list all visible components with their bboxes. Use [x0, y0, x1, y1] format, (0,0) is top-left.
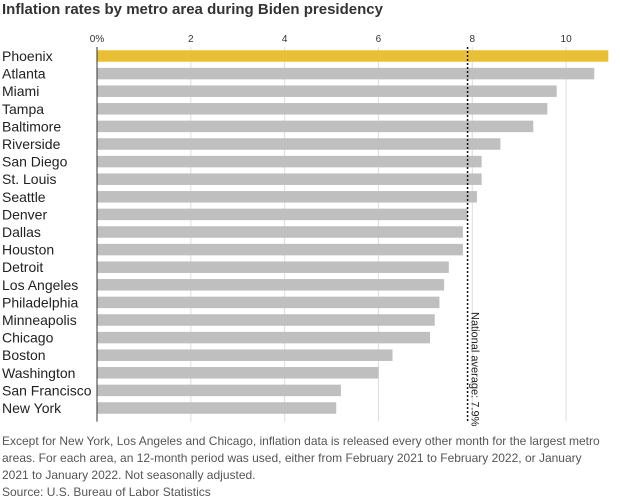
bar-detroit [97, 261, 449, 273]
bar-washington [97, 367, 379, 379]
bar-new-york [97, 402, 337, 414]
x-tick-label: 10 [561, 34, 573, 45]
category-label: Chicago [2, 330, 54, 346]
x-tick-label: 8 [469, 34, 475, 45]
category-label: Seattle [2, 189, 46, 205]
bar-dallas [97, 226, 463, 238]
chart-source: Source: U.S. Bureau of Labor Statistics [2, 485, 211, 499]
bar-san-diego [97, 155, 482, 168]
national-average-label: National average: 7.9% [469, 312, 481, 427]
bar-st-louis [97, 173, 482, 185]
bar-chicago [97, 331, 431, 344]
chart-title: Inflation rates by metro area during Bid… [2, 1, 383, 18]
category-label: Washington [2, 365, 75, 381]
x-tick-label: 4 [282, 34, 288, 45]
bar-phoenix [97, 50, 609, 62]
category-label: Houston [2, 242, 54, 258]
bar-tampa [97, 103, 548, 115]
bar-miami [97, 85, 557, 97]
bar-los-angeles [97, 279, 445, 291]
bar-denver [97, 208, 468, 221]
bar-minneapolis [97, 314, 435, 326]
x-tick-label: 0% [90, 34, 105, 45]
category-label: Detroit [2, 259, 43, 275]
category-label: Boston [2, 347, 46, 363]
bar-boston [97, 349, 393, 361]
bar-atlanta [97, 67, 595, 80]
x-tick-label: 6 [376, 34, 382, 45]
category-label: Philadelphia [2, 294, 78, 310]
category-label: New York [2, 400, 62, 416]
category-label: Phoenix [2, 48, 53, 64]
category-label: Atlanta [2, 66, 46, 82]
chart-notes: Except for New York, Los Angeles and Chi… [2, 434, 600, 482]
category-label: Riverside [2, 136, 61, 152]
bar-baltimore [97, 120, 534, 133]
category-label: Dallas [2, 224, 41, 240]
category-label: Los Angeles [2, 277, 78, 293]
bar-seattle [97, 191, 477, 203]
bar-philadelphia [97, 296, 440, 309]
category-label: San Diego [2, 154, 68, 170]
bar-riverside [97, 138, 501, 150]
bar-houston [97, 243, 463, 256]
category-label: Denver [2, 206, 47, 222]
category-label: Baltimore [2, 118, 61, 134]
category-label: St. Louis [2, 171, 56, 187]
category-label: Tampa [2, 101, 44, 117]
x-tick-label: 2 [188, 34, 194, 45]
category-label: Miami [2, 83, 39, 99]
category-label: San Francisco [2, 382, 92, 398]
category-label: Minneapolis [2, 312, 77, 328]
bar-san-francisco [97, 384, 341, 397]
